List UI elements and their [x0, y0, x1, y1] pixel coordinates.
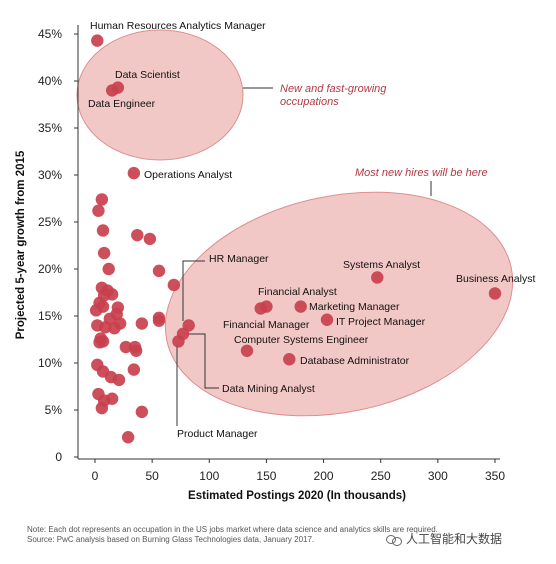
y-tick-label: 10% [38, 356, 62, 370]
x-tick-label: 100 [199, 469, 219, 483]
point-occupation [112, 373, 126, 387]
source-text: Source: PwC analysis based on Burning Gl… [27, 535, 315, 544]
point-occupation [96, 335, 110, 348]
point-occupation [119, 340, 133, 354]
x-tick-label: 250 [371, 469, 391, 483]
label-human-resources-analytics-manager: Human Resources Analytics Manager [90, 20, 266, 32]
point-occupation [135, 317, 149, 330]
label-computer-systems-engineer: Computer Systems Engineer [234, 334, 369, 346]
point-occupation [105, 392, 119, 405]
x-tick-label: 300 [428, 469, 448, 483]
label-data-engineer: Data Engineer [88, 98, 156, 110]
point-occupation [143, 232, 157, 246]
point-database-administrator [283, 353, 296, 366]
point-occupation [97, 246, 111, 260]
label-database-administrator: Database Administrator [300, 355, 410, 367]
y-tick-label: 15% [38, 309, 62, 323]
y-tick-label: 5% [45, 403, 63, 417]
scatter-chart: 0 5% 10% 15% 20% 25% 30% 35% 40% 45% 0 50 100 150 200… [15, 20, 535, 502]
x-tick-label: 200 [314, 469, 334, 483]
callout-most-hires: Most new hires will be here [355, 167, 488, 179]
y-tick-label: 20% [38, 262, 62, 276]
x-tick-label: 150 [256, 469, 276, 483]
data-points [89, 34, 502, 444]
x-tick-label: 0 [92, 469, 99, 483]
y-ticks: 0 5% 10% 15% 20% 25% 30% 35% 40% 45% [38, 27, 78, 464]
fast-growing-ellipse [76, 29, 244, 161]
callout-fast-growing-line1: New and fast-growing [280, 83, 387, 95]
label-hr-manager: HR Manager [209, 253, 269, 265]
footer-note: Note: Each dot represents an occupation … [27, 525, 547, 545]
label-systems-analyst: Systems Analyst [343, 259, 420, 271]
point-occupation [99, 321, 112, 334]
x-tick-label: 50 [145, 469, 159, 483]
y-tick-label: 45% [38, 27, 62, 41]
highlight-ellipses [76, 29, 514, 417]
label-it-project-manager: IT Project Manager [336, 316, 426, 328]
point-systems-analyst [371, 271, 384, 284]
x-ticks: 0 50 100 150 200 250 300 350 [92, 459, 505, 483]
callout-fast-growing-line2: occupations [280, 96, 339, 108]
label-product-manager: Product Manager [177, 428, 258, 440]
point-labels: Human Resources Analytics Manager Data Sc… [88, 20, 535, 440]
point-business-analyst [488, 287, 502, 300]
point-occupation [129, 344, 143, 357]
y-tick-label: 40% [38, 74, 62, 88]
point-occupation [95, 193, 109, 206]
label-business-analyst: Business Analyst [456, 273, 535, 285]
y-tick-label: 35% [38, 121, 62, 135]
watermark-text: 人工智能和大数据 [406, 532, 503, 546]
x-axis-title: Estimated Postings 2020 (In thousands) [188, 490, 406, 502]
point-human-resources-analytics-manager [91, 34, 104, 47]
point-occupation [127, 363, 141, 376]
leader-line-hr-manager [182, 260, 205, 321]
point-financial-manager [254, 302, 267, 315]
point-occupation [96, 224, 110, 237]
x-tick-label: 350 [485, 469, 505, 483]
point-occupation [152, 264, 166, 278]
point-occupation [92, 204, 105, 217]
axes [77, 25, 500, 460]
point-occupation [108, 322, 121, 335]
y-axis-title: Projected 5-year growth from 2015 [15, 150, 27, 339]
point-occupation [102, 262, 115, 276]
leader-line-data-mining-analyst [186, 333, 219, 389]
label-data-mining-analyst: Data Mining Analyst [222, 383, 315, 395]
point-occupation [152, 314, 166, 327]
point-data-engineer [105, 84, 119, 97]
label-financial-manager: Financial Manager [223, 319, 310, 331]
point-it-project-manager [320, 313, 334, 326]
point-occupation [121, 431, 135, 444]
label-financial-analyst: Financial Analyst [258, 286, 337, 298]
note-text: Note: Each dot represents an occupation … [27, 525, 438, 534]
point-operations-analyst [127, 166, 141, 180]
y-tick-label: 0 [55, 450, 62, 464]
point-marketing-manager [294, 300, 307, 313]
label-data-scientist: Data Scientist [115, 69, 180, 81]
point-occupation [95, 401, 109, 415]
point-occupation [131, 228, 144, 242]
leader-lines [176, 87, 432, 426]
point-product-manager [172, 335, 185, 348]
watermark: 人工智能和大数据 [386, 530, 502, 547]
point-occupation [89, 304, 103, 317]
point-occupation [167, 278, 181, 292]
label-marketing-manager: Marketing Manager [309, 301, 400, 313]
point-computer-systems-engineer [240, 344, 254, 357]
label-operations-analyst: Operations Analyst [144, 169, 232, 181]
wechat-icon [386, 533, 402, 546]
point-occupation [135, 405, 149, 419]
y-tick-label: 25% [38, 215, 62, 229]
most-hires-ellipse [164, 191, 514, 417]
y-tick-label: 30% [38, 168, 62, 182]
